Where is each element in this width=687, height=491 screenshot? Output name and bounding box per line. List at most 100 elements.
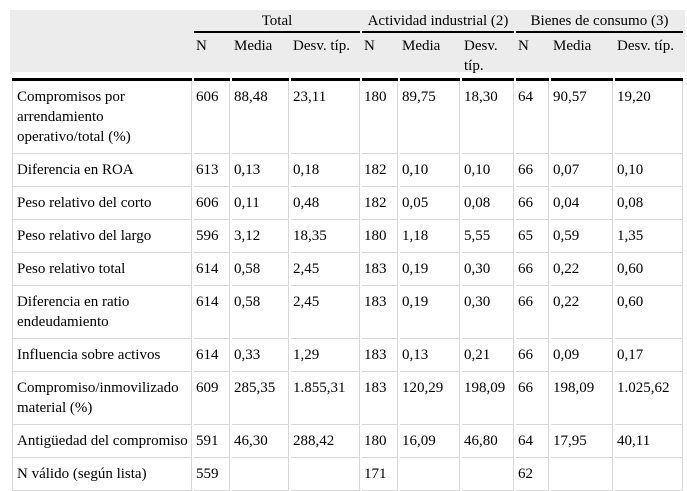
table-row: N válido (según lista) 559 171 62	[12, 458, 683, 491]
table-cell: 90,57	[551, 81, 613, 154]
table-cell: 18,35	[291, 220, 360, 253]
table-cell: 0,30	[462, 253, 514, 286]
column-header-n-bienes: N	[516, 33, 549, 81]
table-cell: 0,10	[400, 154, 460, 187]
table-cell: 46,80	[462, 425, 514, 458]
table-cell: 606	[194, 81, 230, 154]
table-cell: 0,05	[400, 187, 460, 220]
table-cell: 1,18	[400, 220, 460, 253]
table-cell: 18,30	[462, 81, 514, 154]
table-cell: 66	[516, 286, 549, 339]
table-cell: 198,09	[462, 372, 514, 425]
table-row: Peso relativo del largo 596 3,12 18,35 1…	[12, 220, 683, 253]
table-cell: 180	[362, 81, 398, 154]
table-cell: 0,21	[462, 339, 514, 372]
table-cell: 0,60	[615, 253, 683, 286]
table-cell: 23,11	[291, 81, 360, 154]
table-cell: 0,19	[400, 286, 460, 339]
table-cell: 182	[362, 187, 398, 220]
row-label: Compromiso/inmovilizado material (%)	[12, 372, 192, 425]
table-row: Compromisos por arrendamiento operativo/…	[12, 81, 683, 154]
table-cell	[291, 458, 360, 491]
column-header-n-actividad: N	[362, 33, 398, 81]
table-cell	[551, 458, 613, 491]
table-cell: 65	[516, 220, 549, 253]
table-cell: 0,08	[615, 187, 683, 220]
table-cell: 183	[362, 253, 398, 286]
row-label: Diferencia en ratio endeudamiento	[12, 286, 192, 339]
table-cell: 0,18	[291, 154, 360, 187]
table-row: Peso relativo del corto 606 0,11 0,48 18…	[12, 187, 683, 220]
table-cell	[400, 458, 460, 491]
table-cell: 180	[362, 425, 398, 458]
table-cell: 0,13	[232, 154, 289, 187]
table-cell: 16,09	[400, 425, 460, 458]
subheader-row: N Media Desv. típ. N Media Desv. típ. N …	[12, 33, 683, 81]
table-cell: 559	[194, 458, 230, 491]
table-cell: 182	[362, 154, 398, 187]
table-cell: 62	[516, 458, 549, 491]
row-label: Peso relativo total	[12, 253, 192, 286]
table-cell: 40,11	[615, 425, 683, 458]
table-cell: 285,35	[232, 372, 289, 425]
table-cell: 0,60	[615, 286, 683, 339]
row-label: Compromisos por arrendamiento operativo/…	[12, 81, 192, 154]
table-cell: 0,10	[462, 154, 514, 187]
table-cell: 0,08	[462, 187, 514, 220]
row-label: Antigüedad del compromiso	[12, 425, 192, 458]
table-cell: 0,11	[232, 187, 289, 220]
table-cell: 0,04	[551, 187, 613, 220]
table-cell: 46,30	[232, 425, 289, 458]
table-cell: 66	[516, 339, 549, 372]
row-label: Diferencia en ROA	[12, 154, 192, 187]
column-header-n-total: N	[194, 33, 230, 81]
table-cell: 180	[362, 220, 398, 253]
table-cell: 89,75	[400, 81, 460, 154]
table-cell: 0,17	[615, 339, 683, 372]
descriptive-statistics-table: Total Actividad industrial (2) Bienes de…	[10, 10, 685, 491]
column-header-desv-actividad: Desv. típ.	[462, 33, 514, 81]
group-header-bienes-de-consumo: Bienes de consumo (3)	[516, 10, 683, 33]
table-cell: 64	[516, 425, 549, 458]
table-cell: 3,12	[232, 220, 289, 253]
group-header-actividad-industrial: Actividad industrial (2)	[362, 10, 514, 33]
column-header-media-total: Media	[232, 33, 289, 81]
table-row: Antigüedad del compromiso 591 46,30 288,…	[12, 425, 683, 458]
table-cell: 0,58	[232, 286, 289, 339]
table-cell: 5,55	[462, 220, 514, 253]
table-row: Influencia sobre activos 614 0,33 1,29 1…	[12, 339, 683, 372]
table-cell: 609	[194, 372, 230, 425]
table-cell: 1,29	[291, 339, 360, 372]
column-header-desv-bienes: Desv. típ.	[615, 33, 683, 81]
table-cell: 1.025,62	[615, 372, 683, 425]
table-cell: 66	[516, 154, 549, 187]
table-row: Diferencia en ratio endeudamiento 614 0,…	[12, 286, 683, 339]
table-cell: 183	[362, 372, 398, 425]
table-cell	[462, 458, 514, 491]
table-cell: 0,09	[551, 339, 613, 372]
row-label: Peso relativo del largo	[12, 220, 192, 253]
table-cell: 0,22	[551, 286, 613, 339]
table-cell: 17,95	[551, 425, 613, 458]
table-cell: 183	[362, 339, 398, 372]
table-cell: 2,45	[291, 253, 360, 286]
row-label: Peso relativo del corto	[12, 187, 192, 220]
table-cell: 0,30	[462, 286, 514, 339]
column-header-media-actividad: Media	[400, 33, 460, 81]
table-cell: 171	[362, 458, 398, 491]
row-label-column-header	[12, 10, 192, 81]
table-cell	[232, 458, 289, 491]
table-cell: 64	[516, 81, 549, 154]
table-header-background	[10, 10, 685, 72]
table-cell: 0,10	[615, 154, 683, 187]
table-cell: 1.855,31	[291, 372, 360, 425]
table-cell: 0,22	[551, 253, 613, 286]
table-cell: 0,48	[291, 187, 360, 220]
column-header-desv-total: Desv. típ.	[291, 33, 360, 81]
table-cell: 66	[516, 253, 549, 286]
table-cell: 614	[194, 339, 230, 372]
table-row: Compromiso/inmovilizado material (%) 609…	[12, 372, 683, 425]
table-cell: 288,42	[291, 425, 360, 458]
table-cell: 183	[362, 286, 398, 339]
